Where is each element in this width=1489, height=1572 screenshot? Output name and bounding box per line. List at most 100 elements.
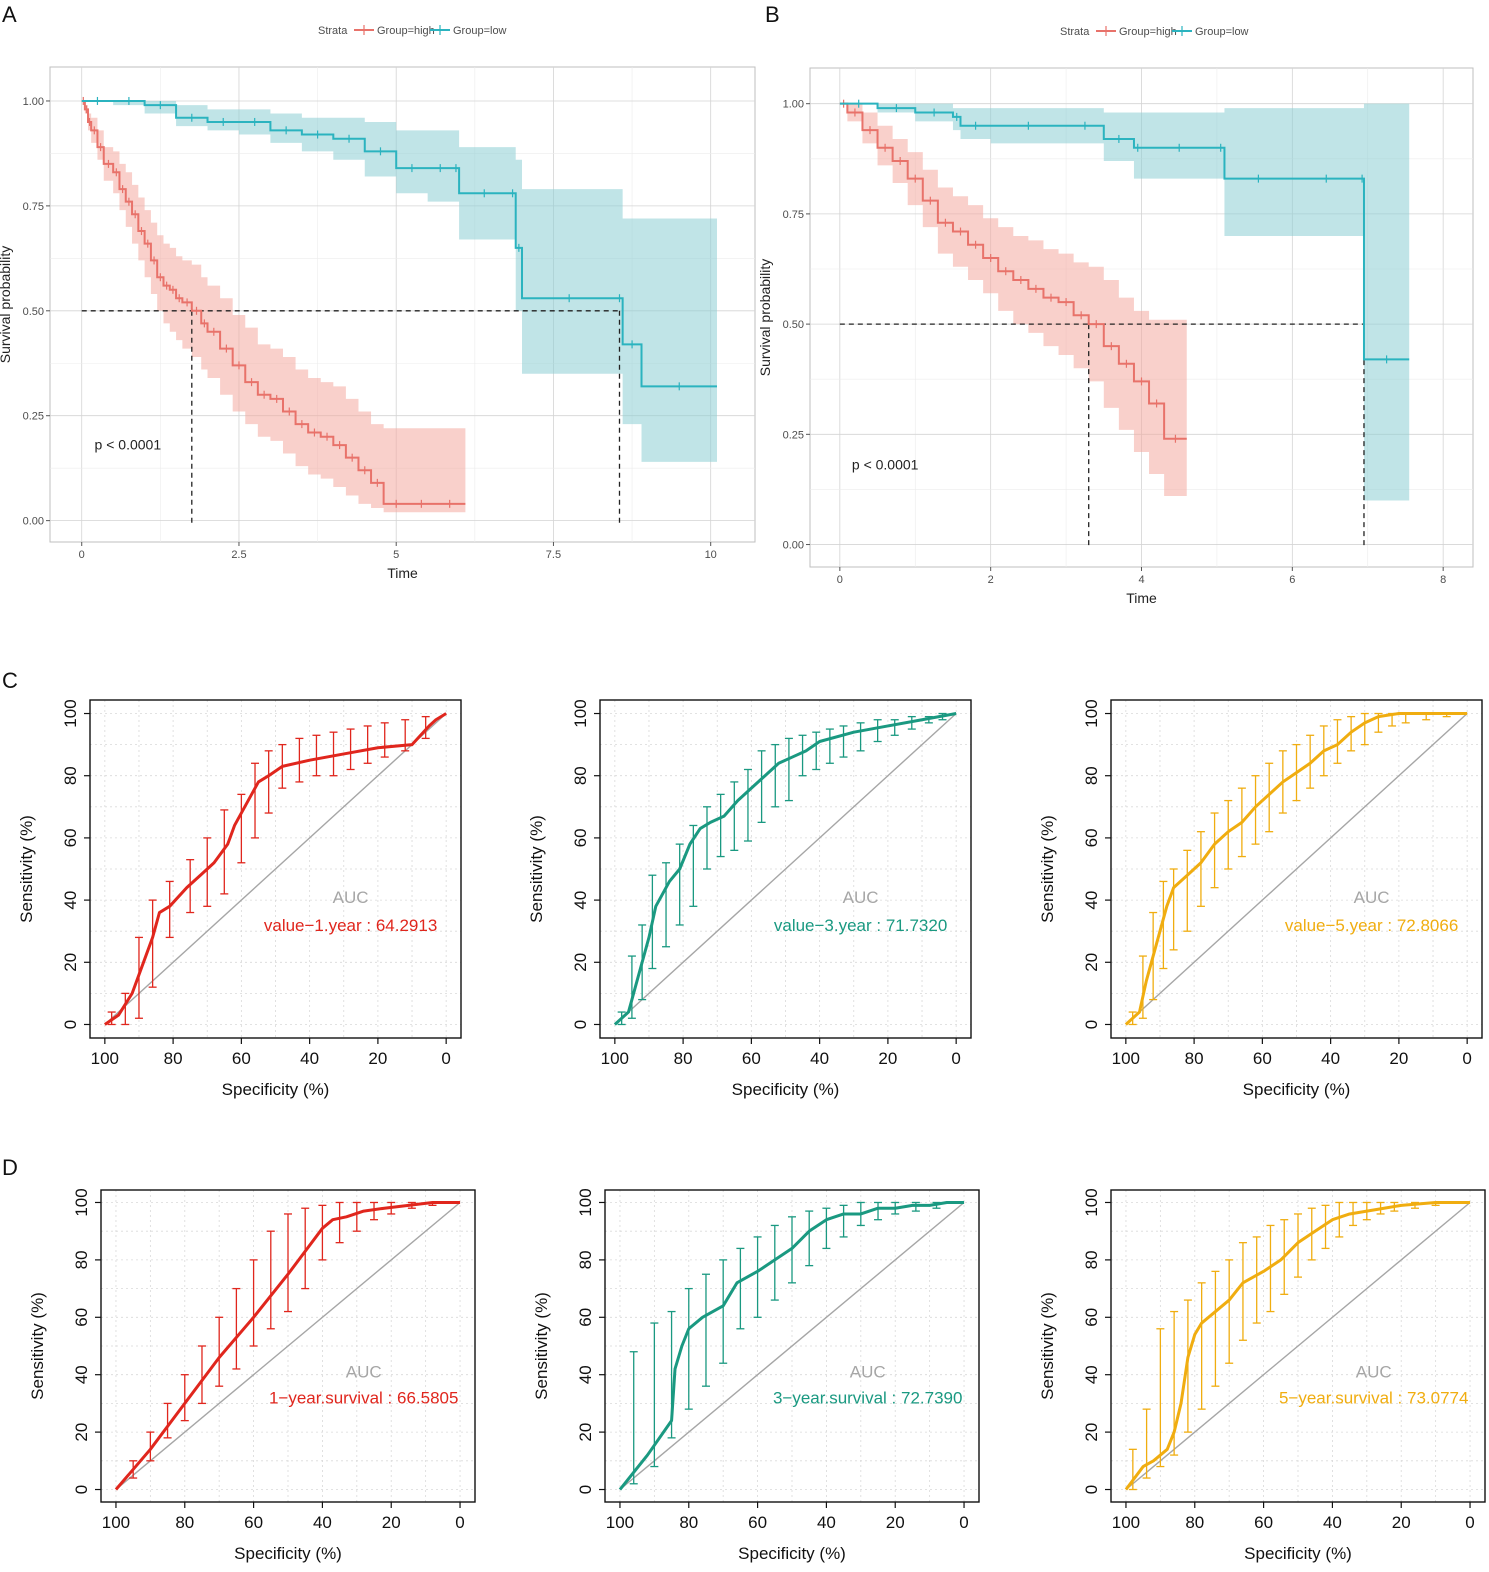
roc-y-tick-label: 100	[1082, 1188, 1101, 1216]
roc-x-tick-label: 40	[817, 1513, 836, 1532]
roc-x-tick-label: 40	[1321, 1049, 1340, 1068]
roc-y-tick-label: 0	[571, 1020, 590, 1029]
roc-y-tick-label: 0	[1082, 1485, 1101, 1494]
roc-x-axis-label: Specificity (%)	[1244, 1544, 1352, 1563]
km-y-tick-label: 0.00	[783, 540, 804, 552]
roc-y-tick-label: 60	[576, 1308, 595, 1327]
roc-x-tick-label: 80	[175, 1513, 194, 1532]
roc-x-tick-label: 20	[886, 1513, 905, 1532]
roc-curve	[1124, 712, 1468, 1026]
roc-y-tick-label: 80	[1082, 1250, 1101, 1269]
km-x-tick-label: 0	[837, 574, 843, 586]
roc-y-tick-label: 40	[571, 891, 590, 910]
roc-x-tick-label: 80	[164, 1049, 183, 1068]
roc-y-tick-label: 80	[1082, 766, 1101, 785]
km-charts: 0 2.5 5 7.5 10 0.00 0.25 0.50 0.75 1.00 Time Surviv…	[0, 25, 1474, 606]
roc-y-tick-label: 60	[1082, 828, 1101, 847]
roc-x-tick-label: 0	[1462, 1049, 1471, 1068]
panel-letter-d: D	[2, 1155, 18, 1180]
roc-y-tick-label: 20	[72, 1423, 91, 1442]
km-legend: Strata Group=high Group=low	[318, 25, 507, 37]
km-x-tick-label: 5	[393, 549, 399, 561]
km-legend-title: Strata	[1060, 26, 1090, 38]
roc-y-axis-label: Sensitivity (%)	[532, 1292, 551, 1400]
roc-x-tick-label: 60	[742, 1049, 761, 1068]
roc-curve	[618, 1200, 965, 1491]
roc-y-axis-label: Sensitivity (%)	[527, 815, 546, 923]
km-y-tick-label: 0.00	[23, 516, 44, 528]
roc-x-tick-label: 40	[810, 1049, 829, 1068]
roc-x-tick-label: 20	[1392, 1513, 1411, 1532]
roc-y-tick-label: 20	[1082, 953, 1101, 972]
roc-x-tick-label: 40	[1323, 1513, 1342, 1532]
roc-auc-title: AUC	[1354, 888, 1390, 907]
km-legend-label-high: Group=high	[377, 25, 435, 37]
roc-diagonal	[104, 713, 447, 1025]
km-y-tick-label: 1.00	[783, 99, 804, 111]
roc-auc-title: AUC	[843, 888, 879, 907]
roc-auc-value: 1−year.survival : 66.5805	[269, 1388, 458, 1407]
roc-y-tick-label: 0	[72, 1485, 91, 1494]
km-p-value: p < 0.0001	[852, 457, 919, 473]
panel-letter-b: B	[765, 2, 780, 27]
km-legend-label-low: Group=low	[453, 25, 507, 37]
roc-x-tick-label: 0	[441, 1049, 450, 1068]
roc-y-tick-label: 20	[576, 1423, 595, 1442]
roc-diagonal	[614, 713, 957, 1025]
roc-x-tick-label: 80	[1185, 1049, 1204, 1068]
panel-letter-a: A	[2, 2, 17, 27]
roc-y-tick-label: 60	[1082, 1308, 1101, 1327]
km-x-tick-label: 7.5	[546, 549, 561, 561]
km-y-tick-label: 0.75	[23, 201, 44, 213]
km-curve-high	[81, 99, 466, 505]
roc-plot-border	[604, 1189, 980, 1503]
roc-x-tick-label: 0	[1465, 1513, 1474, 1532]
roc-y-tick-label: 80	[571, 766, 590, 785]
roc-y-tick-label: 80	[576, 1250, 595, 1269]
roc-curve	[114, 1200, 461, 1491]
roc-auc-value: 5−year.survival : 73.0774	[1279, 1388, 1468, 1407]
roc-y-tick-label: 100	[61, 699, 80, 727]
roc-plot-border	[100, 1189, 476, 1503]
roc-y-tick-label: 0	[576, 1485, 595, 1494]
roc-x-tick-label: 80	[679, 1513, 698, 1532]
roc-panel-d1: 100 80 60 40 20 0 0 20 40 60 80 100 Specificity (%) S…	[28, 1188, 476, 1563]
km-x-tick-label: 10	[705, 549, 717, 561]
roc-auc-title: AUC	[346, 1363, 382, 1382]
roc-panel-d2: 100 80 60 40 20 0 0 20 40 60 80 100 Specificity (%) S…	[532, 1188, 980, 1563]
roc-charts: 100 80 60 40 20 0 0 20 40 60 80 100 Specificity (%) S…	[17, 699, 1486, 1563]
km-panel-b: 0 2 4 6 8 0.00 0.25 0.50 0.75 1.00 Time Survival pr…	[757, 26, 1474, 606]
roc-y-tick-label: 0	[61, 1020, 80, 1029]
roc-plot-border	[1110, 1189, 1486, 1503]
roc-x-tick-label: 40	[300, 1049, 319, 1068]
roc-x-axis-label: Specificity (%)	[1243, 1080, 1351, 1099]
roc-diagonal	[115, 1201, 461, 1491]
roc-x-tick-label: 0	[951, 1049, 960, 1068]
roc-diagonal	[1125, 1201, 1471, 1491]
km-legend-label-low: Group=low	[1195, 26, 1249, 38]
roc-y-tick-label: 40	[61, 891, 80, 910]
roc-x-tick-label: 60	[232, 1049, 251, 1068]
roc-x-tick-label: 40	[313, 1513, 332, 1532]
roc-y-axis-label: Sensitivity (%)	[28, 1292, 47, 1400]
roc-curve	[103, 712, 447, 1026]
roc-y-tick-label: 60	[571, 828, 590, 847]
km-confidence-band-low	[839, 103, 1410, 501]
roc-y-tick-label: 100	[576, 1188, 595, 1216]
km-y-tick-label: 0.50	[783, 319, 804, 331]
km-confidence-band-high	[81, 100, 466, 513]
roc-x-axis-label: Specificity (%)	[732, 1080, 840, 1099]
roc-y-tick-label: 80	[72, 1250, 91, 1269]
roc-x-tick-label: 0	[959, 1513, 968, 1532]
roc-y-tick-label: 0	[1082, 1020, 1101, 1029]
km-x-tick-label: 8	[1440, 574, 1446, 586]
roc-y-tick-label: 40	[576, 1365, 595, 1384]
roc-y-tick-label: 40	[1082, 891, 1101, 910]
roc-y-tick-label: 60	[61, 828, 80, 847]
km-y-tick-label: 0.25	[23, 411, 44, 423]
roc-x-tick-label: 80	[674, 1049, 693, 1068]
roc-plot-border	[1110, 699, 1483, 1039]
km-y-axis-label: Survival probability	[757, 259, 773, 377]
roc-auc-value: value−5.year : 72.8066	[1285, 916, 1458, 935]
